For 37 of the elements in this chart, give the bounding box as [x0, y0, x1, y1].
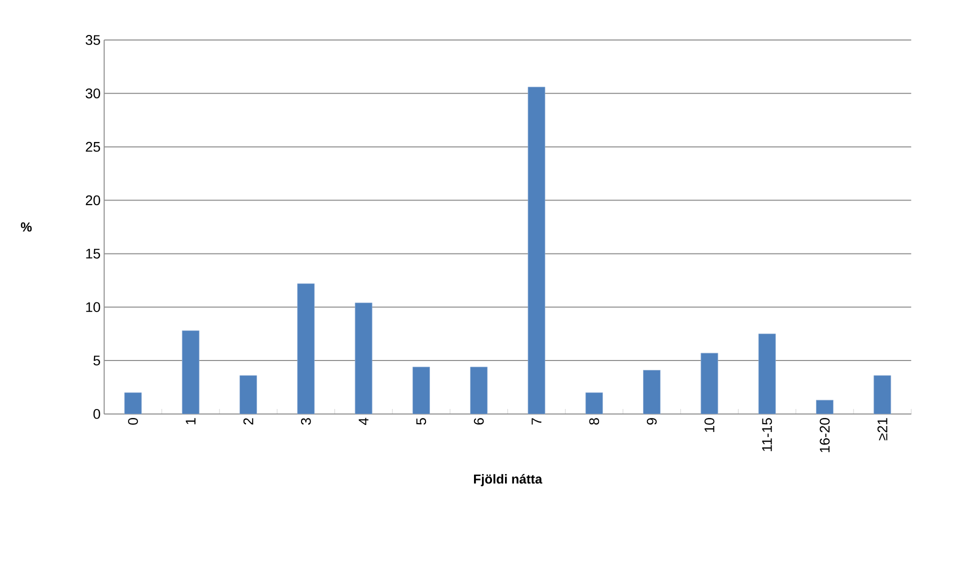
y-tick-label: 5: [93, 356, 100, 366]
bar: [240, 375, 257, 414]
bar: [585, 392, 603, 414]
x-tick-label: 7: [532, 418, 542, 425]
x-tick-label: 2: [243, 418, 254, 425]
y-tick-label: 20: [86, 195, 100, 206]
bar: [758, 334, 776, 414]
y-tick-label: 15: [86, 248, 100, 259]
bar: [124, 392, 142, 414]
x-tick-label: 1: [186, 418, 196, 424]
x-tick-label: 4: [358, 418, 368, 425]
bar: [874, 375, 892, 414]
x-tick-label: 11-15: [762, 418, 772, 452]
x-axis-title: Fjöldi nátta: [474, 474, 542, 486]
y-tick-label: 35: [86, 35, 100, 45]
x-tick-label: 3: [300, 418, 311, 425]
y-tick-label: 10: [86, 302, 100, 312]
bar: [182, 330, 200, 414]
x-tick-label: 8: [589, 418, 600, 425]
bar: [297, 283, 315, 414]
bar: [816, 400, 834, 414]
y-tick-label: 25: [86, 142, 100, 152]
bar: [354, 302, 372, 414]
x-tick-label: 9: [646, 418, 657, 425]
x-tick-label: 6: [474, 418, 484, 425]
y-axis-title: %: [20, 222, 32, 232]
y-tick-label: 30: [86, 88, 100, 98]
bar: [528, 86, 546, 414]
x-tick-label: 16-20: [820, 418, 830, 452]
bar: [643, 370, 660, 414]
bar: [470, 366, 488, 414]
x-tick-label: ≥21: [877, 418, 888, 440]
x-tick-label: 5: [416, 418, 426, 425]
bar: [412, 366, 430, 414]
x-tick-label: 0: [128, 418, 138, 425]
x-tick-label: 10: [704, 418, 714, 432]
bar: [700, 352, 718, 414]
